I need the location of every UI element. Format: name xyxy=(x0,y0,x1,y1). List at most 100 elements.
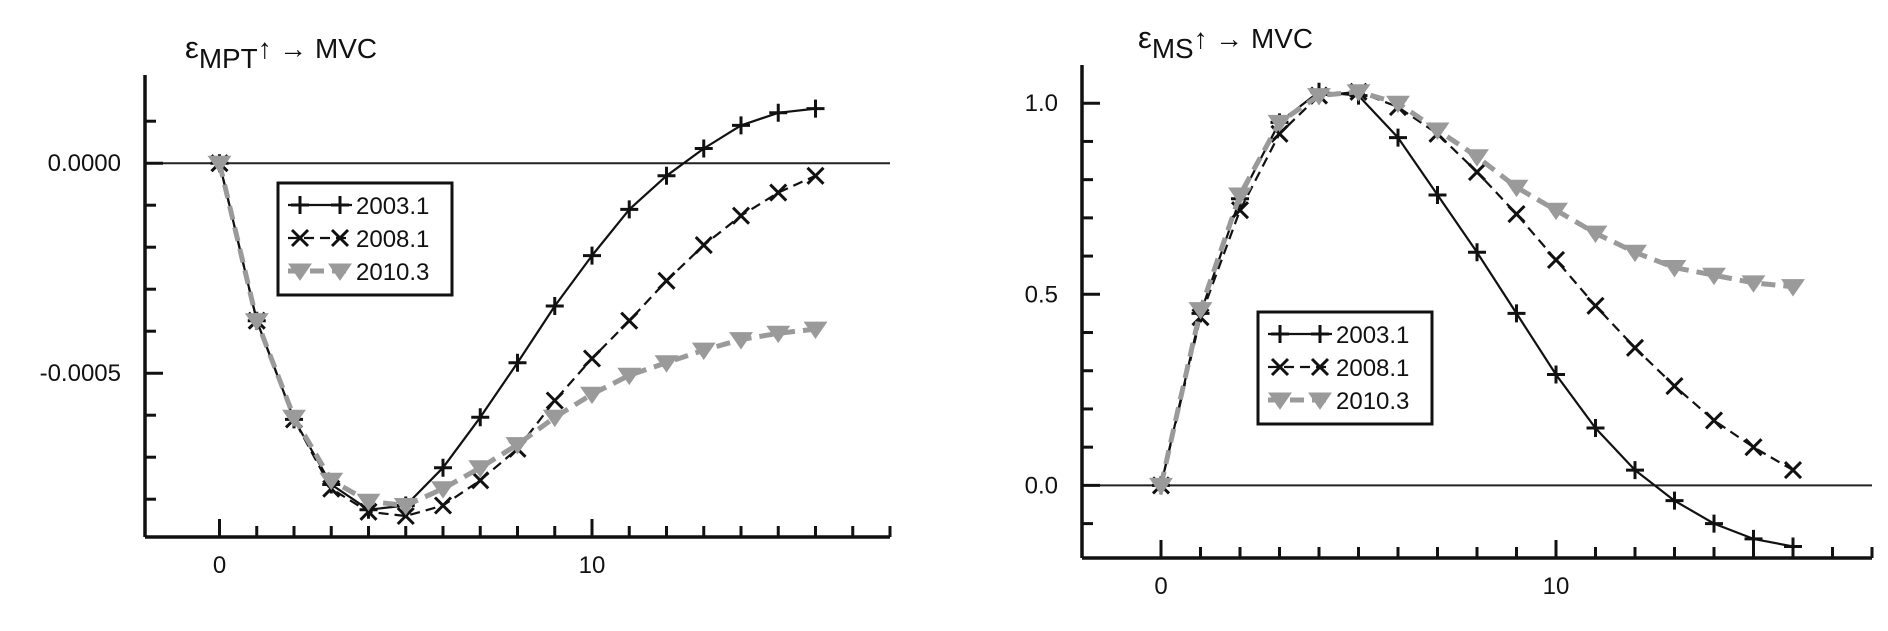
data-point xyxy=(1547,365,1565,384)
data-point xyxy=(356,493,381,512)
data-point xyxy=(654,355,679,373)
data-point xyxy=(1783,461,1803,480)
data-point xyxy=(433,496,453,515)
legend-marker xyxy=(1308,392,1332,410)
data-point xyxy=(691,342,716,360)
data-point xyxy=(1586,296,1605,315)
data-point xyxy=(582,349,602,368)
data-point xyxy=(806,166,825,185)
data-point xyxy=(545,297,564,315)
data-point xyxy=(1507,304,1526,323)
data-point xyxy=(1741,275,1766,293)
data-point xyxy=(1389,128,1407,147)
legend-marker xyxy=(1311,325,1329,343)
data-point xyxy=(1546,250,1566,269)
legend-box xyxy=(1256,310,1434,426)
data-point xyxy=(806,99,825,118)
x-tick-label: 0 xyxy=(213,552,226,579)
data-point xyxy=(732,116,750,135)
legend-label: 2003.1 xyxy=(1336,322,1409,349)
data-point xyxy=(1544,202,1568,221)
data-point xyxy=(1583,225,1608,244)
data-point xyxy=(766,325,791,344)
data-point xyxy=(1625,338,1645,357)
data-point xyxy=(694,236,713,255)
data-point xyxy=(505,437,530,455)
series-2008.1 xyxy=(1151,82,1803,495)
data-point xyxy=(1428,185,1447,204)
series-line xyxy=(218,162,816,518)
data-point xyxy=(620,200,639,219)
legend-marker xyxy=(331,196,349,214)
data-point xyxy=(207,155,232,174)
data-point xyxy=(1386,95,1410,114)
data-point xyxy=(1504,179,1529,198)
legend: 2003.1 2008.1 2010.3 xyxy=(1256,310,1434,426)
data-point xyxy=(468,460,493,478)
legend-label: 2010.3 xyxy=(1336,388,1409,415)
x-tick-label: 10 xyxy=(1543,573,1570,600)
data-point xyxy=(1781,279,1805,297)
data-point xyxy=(542,409,567,428)
data-point xyxy=(1307,88,1331,106)
legend-label: 2008.1 xyxy=(1336,355,1409,382)
data-point xyxy=(1467,162,1487,182)
data-point xyxy=(657,166,676,185)
data-point xyxy=(1705,514,1723,533)
data-point xyxy=(1744,529,1763,548)
legend-marker xyxy=(1310,357,1330,377)
data-point xyxy=(1704,411,1724,430)
data-point xyxy=(1228,187,1252,205)
data-point xyxy=(471,471,490,490)
x-tick-label: 0 xyxy=(1154,573,1167,600)
data-point xyxy=(617,367,642,386)
data-point xyxy=(1784,537,1802,556)
data-point xyxy=(431,481,455,499)
data-point xyxy=(1623,244,1647,263)
legend-marker xyxy=(290,228,310,248)
series-line xyxy=(1158,89,1794,486)
data-point xyxy=(508,353,527,372)
data-point xyxy=(803,321,828,339)
legend-marker xyxy=(1268,392,1292,410)
legend-label: 2003.1 xyxy=(356,193,429,220)
data-point xyxy=(657,271,676,290)
data-point xyxy=(434,458,452,477)
y-tick-label: 0.0000 xyxy=(48,150,121,177)
data-point xyxy=(1267,114,1292,133)
series-2010.3 xyxy=(207,155,828,516)
data-point xyxy=(282,409,306,428)
data-point xyxy=(580,386,604,405)
data-point xyxy=(1665,376,1684,396)
data-point xyxy=(620,311,639,330)
data-point xyxy=(1586,419,1605,438)
data-point xyxy=(1702,267,1726,286)
data-point xyxy=(396,506,415,526)
legend-marker xyxy=(328,263,352,281)
data-point xyxy=(1346,84,1371,102)
y-tick-label: 1.0 xyxy=(1025,90,1058,117)
data-point xyxy=(319,472,344,491)
data-point xyxy=(1662,260,1687,278)
data-point xyxy=(1188,302,1213,320)
data-point xyxy=(244,313,269,331)
data-point xyxy=(694,139,713,158)
legend-marker xyxy=(330,228,350,248)
legend-marker xyxy=(291,196,309,214)
legend-marker xyxy=(1270,357,1290,377)
data-point xyxy=(1744,438,1763,457)
data-point xyxy=(729,332,753,350)
chart-title: εMPT↑ → MVC xyxy=(185,30,377,74)
y-tick-label: 0.5 xyxy=(1025,281,1058,308)
chart-panel-2: εMS↑ → MVC 0 10 1.0 0.5 0.0 2003.1 2008.1 2010.3 xyxy=(1025,20,1874,600)
data-point xyxy=(769,103,788,122)
legend-label: 2008.1 xyxy=(356,226,429,253)
data-point xyxy=(1507,204,1526,224)
y-tick-label: 0.0 xyxy=(1025,472,1058,499)
legend-label: 2010.3 xyxy=(356,259,429,286)
data-point xyxy=(769,183,788,202)
data-point xyxy=(583,246,601,265)
data-point xyxy=(1468,243,1486,262)
